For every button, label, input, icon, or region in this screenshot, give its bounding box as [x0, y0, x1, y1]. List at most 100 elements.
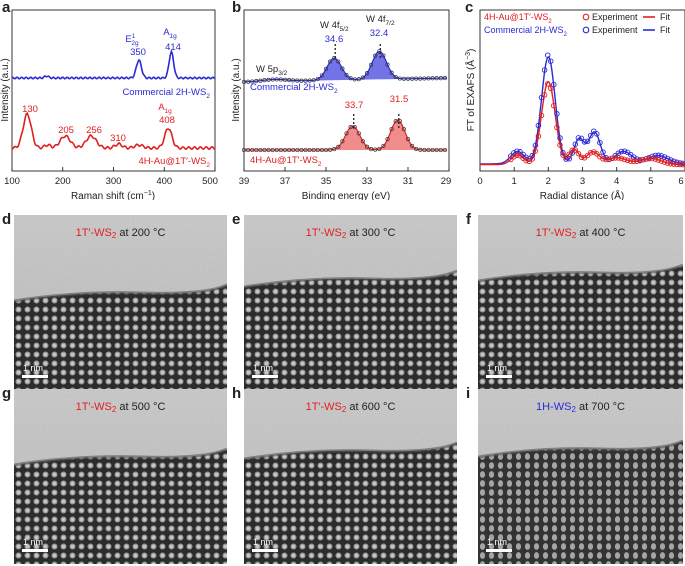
xps-data-point: [426, 147, 431, 153]
exafs-data-point: [652, 152, 659, 159]
xps-peak-value: 31.5: [390, 94, 409, 105]
xps-data-point: [369, 147, 374, 152]
xps-xtick: 29: [441, 176, 452, 187]
exafs-data-point: [569, 147, 575, 154]
xps-data-point: [360, 75, 365, 80]
exafs-data-point: [594, 151, 600, 157]
exafs-xtick: 3: [580, 176, 585, 187]
xps-data-point: [418, 147, 423, 152]
legend-experiment-label: Experiment: [592, 25, 638, 35]
tem-phase-subscript: 2: [571, 231, 577, 240]
exafs-data-point: [652, 156, 659, 162]
raman-peak-value: 414: [165, 42, 181, 53]
exafs-data-point: [655, 157, 662, 163]
exafs-xtick: 6: [678, 176, 683, 187]
xps-data-point: [270, 77, 275, 82]
exafs-data-point: [658, 153, 665, 159]
exafs-data-point: [560, 150, 566, 156]
exafs-data-point: [615, 155, 622, 161]
tem-micrograph: [14, 215, 227, 390]
xps-xtick: 37: [280, 176, 291, 187]
xps-data-point: [430, 76, 435, 81]
tem-phase-name: 1T′-WS: [305, 227, 342, 239]
exafs-data-point: [670, 161, 677, 167]
xps-data-point: [274, 77, 279, 82]
exafs-data-point: [554, 111, 560, 117]
xps-data-point: [405, 76, 411, 81]
exafs-data-point: [541, 92, 548, 98]
exafs-data-point: [658, 158, 665, 164]
exafs-plot: 0 1 2 3 4 5 6 Radial distance (Å) FT of …: [464, 9, 685, 200]
tem-temperature: at 300 °C: [346, 227, 396, 239]
tem-phase-subscript: 2: [571, 405, 576, 414]
xps-data-point: [254, 79, 259, 84]
xps-data-point: [332, 147, 337, 152]
panel-d-letter: d: [2, 211, 12, 228]
raman-xtick: 200: [55, 176, 71, 187]
exafs-data-point: [578, 135, 585, 142]
xps-data-point: [323, 147, 329, 153]
tem-phase-subscript: 2: [111, 231, 117, 240]
tem-temperature: at 600 °C: [346, 401, 396, 413]
xps-peak-value: 32.4: [370, 28, 389, 39]
exafs-data-point: [514, 152, 520, 158]
xps-data-point: [369, 62, 374, 67]
xps-xtick: 39: [239, 176, 250, 187]
scale-bar: [22, 549, 48, 552]
xps-data-point: [299, 78, 304, 83]
exafs-data-point: [661, 154, 668, 160]
xps-data-point: [401, 127, 406, 132]
scale-bar: [486, 375, 512, 378]
exafs-data-point: [591, 128, 597, 134]
exafs-data-point: [594, 131, 600, 137]
exafs-legend: 4H-Au@1T′-WS2 Experiment Fit Commercial …: [484, 12, 670, 38]
xps-data-point: [295, 78, 300, 83]
tem-micrograph: [244, 215, 457, 390]
exafs-data-point: [587, 150, 594, 156]
exafs-data-point: [569, 150, 575, 156]
xps-data-point: [344, 72, 349, 77]
xps-data-point: [287, 147, 292, 153]
xps-data-point: [385, 62, 390, 67]
raman-peak-label: A1g: [158, 102, 172, 115]
xps-data-point: [274, 147, 279, 153]
xps-w4f52-label: W 4f5/2: [320, 20, 349, 33]
exafs-data-point: [554, 124, 560, 131]
xps-data-point: [328, 59, 333, 64]
xps-data-point: [364, 144, 370, 149]
exafs-blue-fit: [480, 56, 685, 165]
xps-data-point: [397, 76, 402, 81]
raman-top-curve-label: Commercial 2H-WS2: [122, 87, 210, 100]
tem-image: 1T′-WS2 at 600 °C 1 nm: [244, 389, 457, 564]
exafs-data-point: [575, 135, 582, 141]
legend-fit-label: Fit: [660, 12, 670, 22]
xps-data-point: [377, 146, 382, 151]
exafs-data-point: [557, 135, 563, 141]
xps-data-point: [241, 79, 247, 84]
xps-data-point: [266, 77, 271, 82]
raman-ylabel: Intensity (a.u.): [0, 58, 11, 121]
xps-data-point: [336, 59, 341, 64]
exafs-data-point: [600, 149, 606, 155]
exafs-data-point: [529, 152, 536, 159]
exafs-red-fit: [480, 80, 685, 166]
raman-peak-label: E1 2g: [125, 33, 139, 47]
xps-w5p-label: W 5p3/2: [256, 64, 288, 77]
exafs-data-point: [520, 151, 526, 158]
raman-bottom-curve-label: 4H-Au@1T′-WS2: [138, 156, 210, 169]
xps-red-fit: [244, 119, 447, 151]
panel-g-letter: g: [2, 385, 12, 402]
scale-bar-label: 1 nm: [253, 363, 274, 373]
xps-data-point: [246, 147, 251, 153]
xps-data-point: [414, 76, 419, 81]
xps-data-point: [258, 147, 263, 153]
exafs-data-point: [508, 153, 514, 159]
xps-data-point: [410, 76, 415, 81]
xps-data-point: [254, 147, 259, 153]
raman-peak-value: 205: [58, 125, 74, 136]
tem-micrograph: [244, 389, 457, 564]
exafs-data-point: [634, 158, 640, 164]
xps-data-point: [405, 137, 411, 142]
raman-peak-value: 256: [86, 125, 102, 136]
exafs-data-point: [674, 161, 680, 168]
